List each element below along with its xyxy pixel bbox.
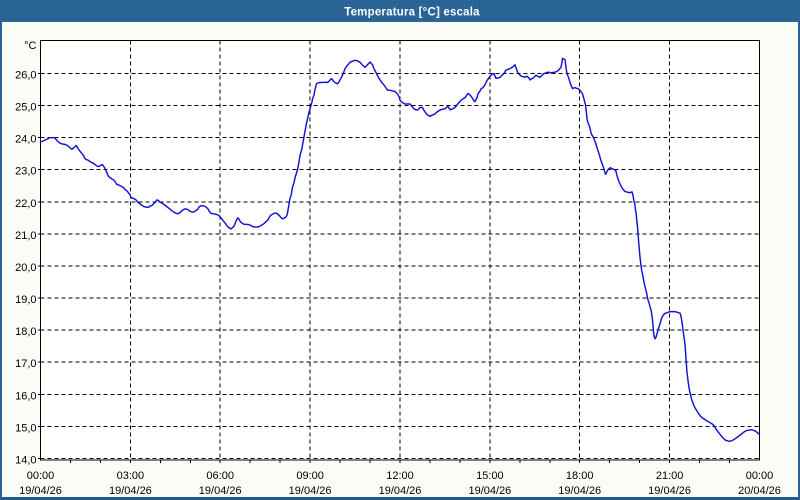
svg-text:20/04/26: 20/04/26 xyxy=(738,485,781,497)
svg-text:03:00: 03:00 xyxy=(117,470,145,482)
svg-text:06:00: 06:00 xyxy=(206,470,234,482)
svg-text:18,0: 18,0 xyxy=(15,326,36,338)
svg-text:00:00: 00:00 xyxy=(746,470,774,482)
svg-text:09:00: 09:00 xyxy=(296,470,324,482)
svg-text:16,0: 16,0 xyxy=(15,390,36,402)
svg-text:22,0: 22,0 xyxy=(15,198,36,210)
svg-text:15:00: 15:00 xyxy=(476,470,504,482)
svg-text:00:00: 00:00 xyxy=(27,470,55,482)
svg-text:19,0: 19,0 xyxy=(15,294,36,306)
svg-text:15,0: 15,0 xyxy=(15,422,36,434)
svg-text:19/04/26: 19/04/26 xyxy=(468,485,511,497)
svg-text:19/04/26: 19/04/26 xyxy=(648,485,691,497)
svg-text:17,0: 17,0 xyxy=(15,358,36,370)
svg-text:24,0: 24,0 xyxy=(15,134,36,146)
svg-text:19/04/26: 19/04/26 xyxy=(19,485,62,497)
svg-text:23,0: 23,0 xyxy=(15,166,36,178)
svg-text:26,0: 26,0 xyxy=(15,70,36,82)
svg-text:19/04/26: 19/04/26 xyxy=(558,485,601,497)
svg-text:19/04/26: 19/04/26 xyxy=(289,485,332,497)
svg-text:20,0: 20,0 xyxy=(15,262,36,274)
svg-text:Temperatura [°C] escala: Temperatura [°C] escala xyxy=(344,7,480,19)
svg-text:25,0: 25,0 xyxy=(15,102,36,114)
svg-text:21,0: 21,0 xyxy=(15,230,36,242)
svg-text:°C: °C xyxy=(24,40,36,52)
svg-text:12:00: 12:00 xyxy=(386,470,414,482)
svg-text:21:00: 21:00 xyxy=(656,470,684,482)
svg-text:14,0: 14,0 xyxy=(15,455,36,467)
svg-text:18:00: 18:00 xyxy=(566,470,594,482)
svg-text:19/04/26: 19/04/26 xyxy=(199,485,242,497)
svg-text:19/04/26: 19/04/26 xyxy=(379,485,422,497)
svg-text:19/04/26: 19/04/26 xyxy=(109,485,152,497)
